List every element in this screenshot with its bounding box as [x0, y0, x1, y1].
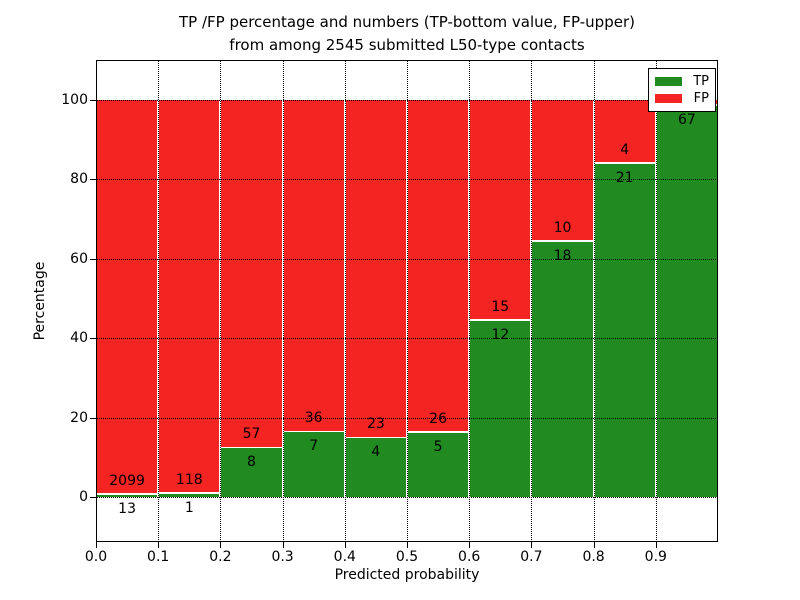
vertical-gridline — [220, 60, 222, 542]
legend-row-tp: TP — [655, 74, 709, 89]
fp-count-label: 2099 — [109, 472, 145, 489]
y-tick-label: 60 — [70, 250, 88, 267]
fp-bar-segment — [159, 100, 220, 493]
x-tick-mark — [407, 542, 408, 548]
tp-bar-segment — [532, 241, 593, 497]
x-tick-mark — [158, 542, 160, 548]
x-tick-label: 0.3 — [271, 549, 294, 565]
x-tick-mark — [655, 542, 657, 548]
tp-legend-swatch-icon — [655, 76, 682, 86]
y-tick-label: 80 — [70, 171, 88, 188]
tp-bar-segment — [656, 105, 717, 497]
x-tick-label: 0.4 — [333, 549, 356, 565]
chart-title-line2: from among 2545 submitted L50-type conta… — [229, 36, 585, 54]
vertical-gridline — [407, 60, 408, 542]
tp-count-label: 7 — [309, 438, 319, 455]
x-tick-label: 0.1 — [147, 549, 170, 565]
fp-bar-segment — [470, 100, 531, 319]
fp-count-label: 23 — [366, 416, 385, 433]
fp-count-label: 57 — [242, 426, 261, 443]
x-tick-mark — [96, 542, 97, 548]
y-tick-mark — [90, 100, 96, 101]
tp-bar-segment — [408, 432, 469, 497]
y-axis-label: Percentage — [32, 261, 48, 341]
vertical-gridline — [531, 60, 533, 542]
tp-bar-segment — [470, 320, 531, 497]
fp-count-label: 26 — [429, 410, 447, 427]
x-tick-label: 0.7 — [520, 549, 543, 565]
y-tick-mark — [90, 179, 96, 181]
x-tick-mark — [469, 542, 471, 548]
x-tick-label: 0.2 — [209, 549, 232, 565]
tp-bar-segment — [345, 438, 406, 497]
fp-bar-segment — [283, 100, 344, 431]
x-tick-label: 0.6 — [458, 549, 481, 565]
y-tick-label: 40 — [70, 330, 88, 347]
fp-bar-segment — [345, 100, 406, 437]
tp-count-label: 4 — [371, 444, 381, 461]
x-tick-mark — [593, 542, 595, 548]
legend-label-tp: TP — [693, 73, 709, 89]
legend-row-fp: FP — [655, 91, 709, 106]
x-tick-label: 0.9 — [644, 549, 667, 565]
y-tick-label: 100 — [61, 92, 88, 108]
fp-count-label: 118 — [175, 471, 203, 488]
fp-count-label: 15 — [491, 298, 510, 315]
fp-legend-swatch-icon — [655, 94, 682, 104]
fp-count-label: 36 — [304, 410, 323, 427]
y-tick-mark — [90, 258, 96, 260]
vertical-gridline — [593, 60, 595, 542]
fp-count-label: 10 — [553, 219, 572, 236]
x-tick-label: 0.0 — [84, 549, 108, 565]
tp-bar-segment — [97, 494, 158, 497]
x-axis-label: Predicted probability — [334, 567, 480, 583]
tp-bar-segment — [159, 493, 220, 497]
tp-count-label: 12 — [491, 326, 510, 343]
x-tick-mark — [531, 542, 533, 548]
vertical-gridline — [158, 60, 160, 542]
tp-count-label: 5 — [433, 438, 443, 455]
y-tick-label: 0 — [79, 489, 88, 505]
tp-bar-segment — [283, 432, 344, 497]
tp-count-label: 18 — [553, 247, 572, 264]
tp-count-label: 8 — [247, 454, 256, 471]
tp-bar-segment — [594, 163, 655, 497]
chart-title: TP /FP percentage and numbers (TP-bottom… — [96, 11, 718, 57]
x-tick-mark — [282, 542, 284, 548]
tp-count-label: 13 — [118, 500, 136, 517]
fp-count-label: 4 — [620, 141, 630, 158]
vertical-gridline — [655, 60, 657, 542]
fp-bar-segment — [97, 100, 158, 493]
vertical-gridline — [344, 60, 346, 542]
x-tick-label: 0.8 — [582, 549, 605, 565]
x-tick-mark — [220, 542, 222, 548]
y-tick-mark — [90, 497, 96, 498]
x-tick-label: 0.5 — [395, 549, 419, 565]
legend: TP FP — [648, 68, 716, 112]
y-tick-mark — [90, 417, 96, 419]
plot-area: 2099 13 118 1 57 8 36 7 23 4 26 5 15 12 10 18 4 21 67 TP FP — [96, 60, 718, 542]
fp-bar-segment — [532, 100, 593, 241]
y-tick-mark — [90, 338, 96, 340]
legend-label-fp: FP — [693, 91, 709, 107]
y-tick-label: 20 — [70, 409, 88, 426]
tp-bar-segment — [221, 448, 282, 497]
vertical-gridline — [469, 60, 471, 542]
vertical-gridline — [282, 60, 284, 542]
tp-count-label: 1 — [184, 499, 194, 516]
fp-bar-segment — [594, 100, 655, 162]
x-tick-mark — [344, 542, 346, 548]
fp-bar-segment — [221, 100, 282, 447]
tp-count-label: 21 — [615, 169, 634, 186]
chart-title-line1: TP /FP percentage and numbers (TP-bottom… — [179, 13, 635, 31]
fp-bar-segment — [408, 100, 469, 432]
tp-count-label: 67 — [677, 111, 696, 128]
